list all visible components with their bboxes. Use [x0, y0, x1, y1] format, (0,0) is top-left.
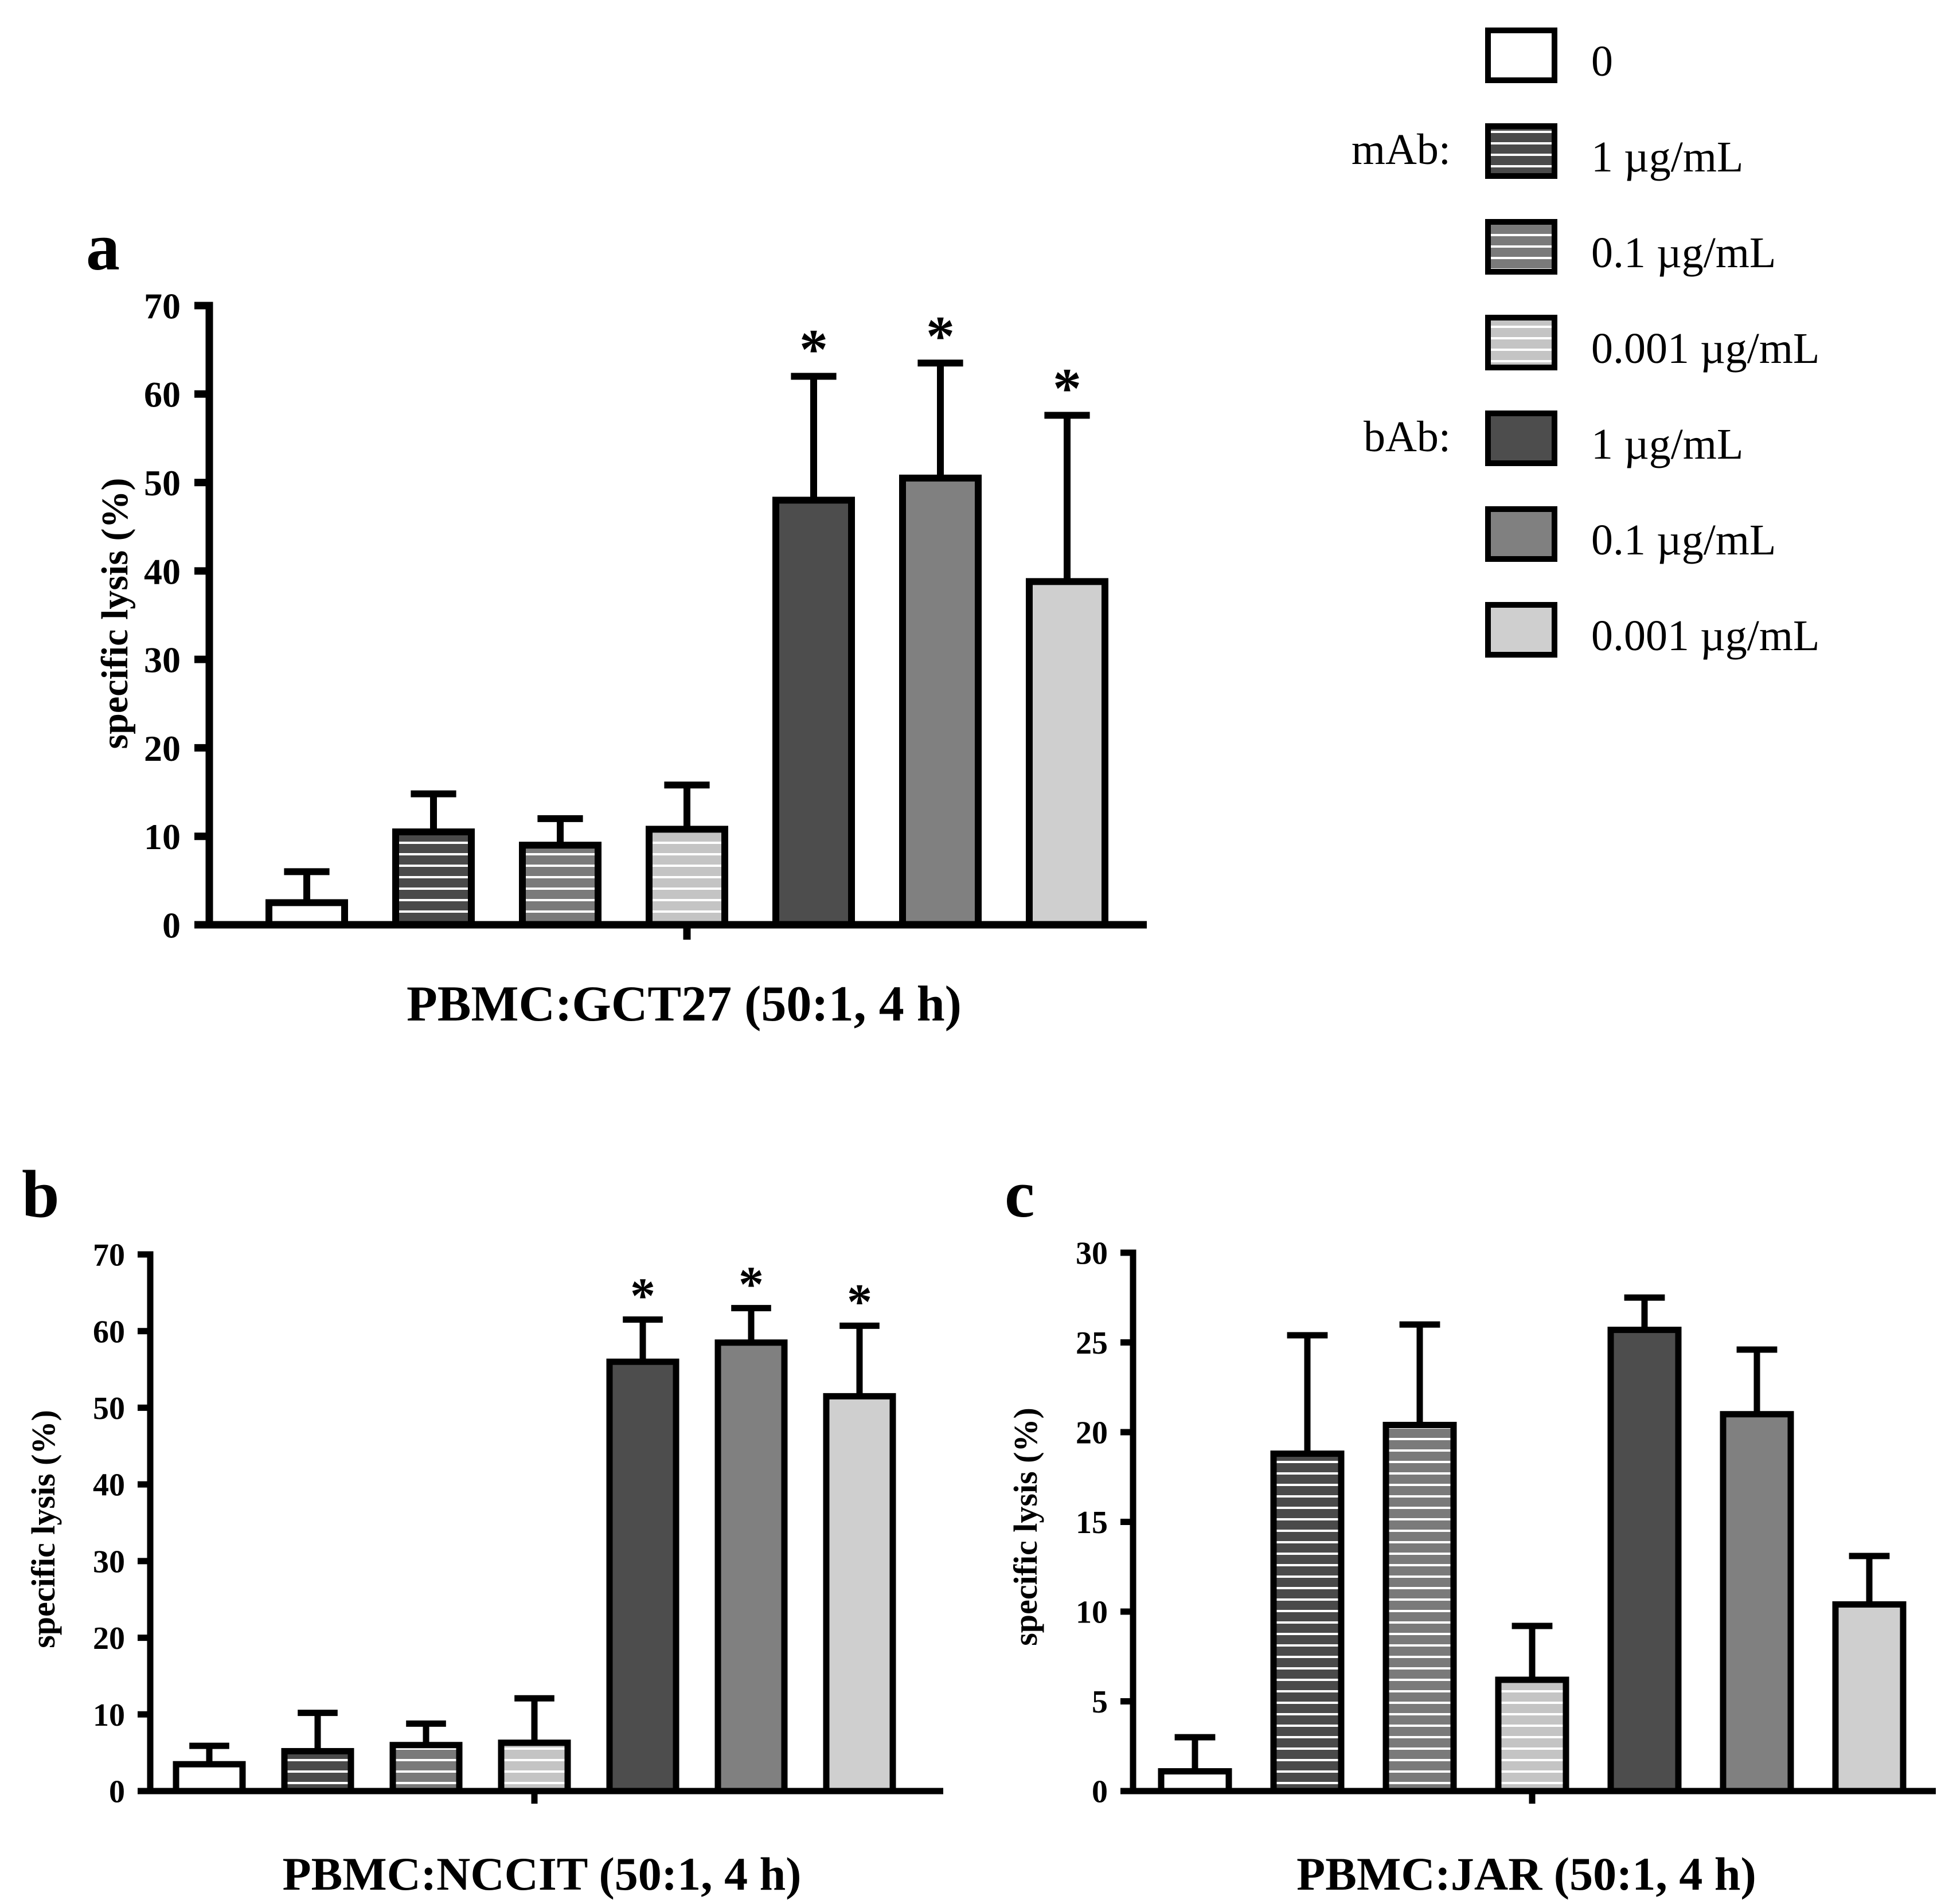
panel-b-y-tick-label-5: 50	[93, 1391, 125, 1426]
panel-b-y-tick-label-1: 10	[93, 1698, 125, 1733]
legend-label-1: 1 µg/mL	[1591, 133, 1743, 181]
panel-letter-c: c	[1005, 1156, 1034, 1231]
panel-a-chart: a 0 10 20 30 40 50 60 70 * * * PBMC:GCT27 (50:1, 4…	[86, 209, 1147, 1032]
panel-a-bar-2	[519, 842, 602, 928]
panel-c-y-tick-label-6: 30	[1076, 1236, 1108, 1272]
panel-a-xlabel: PBMC:GCT27 (50:1, 4 h)	[407, 976, 962, 1032]
panel-b-bar-1	[281, 1747, 354, 1794]
legend-label-6: 0.001 µg/mL	[1591, 612, 1819, 660]
panel-a-significance-5: *	[926, 304, 955, 367]
panel-b-bar-2	[389, 1742, 463, 1794]
panel-c-bar-5	[1720, 1411, 1794, 1794]
legend-swatch-3	[1485, 315, 1557, 370]
panel-b-y-tick-label-3: 30	[93, 1544, 125, 1580]
panel-a-y-tick-label-4: 40	[144, 551, 181, 592]
panel-a-plot: 0 10 20 30 40 50 60 70 * * *	[144, 286, 1147, 945]
panel-b-y-tick-label-0: 0	[109, 1774, 125, 1810]
panel-c-bar-1	[1270, 1451, 1345, 1794]
legend-swatch-1	[1485, 123, 1557, 179]
panel-letter-b: b	[22, 1156, 60, 1231]
panel-b-chart: b 0 10 20 30 40 50 60 70 * * * PBMC:NCCIT (50:1, 4…	[22, 1156, 943, 1900]
panel-b-significance-4: *	[630, 1268, 655, 1324]
legend-swatch-4	[1485, 410, 1557, 466]
panel-b-plot: 0 10 20 30 40 50 60 70 * * *	[93, 1238, 943, 1810]
panel-c-y-tick-label-2: 10	[1076, 1595, 1108, 1631]
panel-b-significance-6: *	[847, 1274, 872, 1330]
legend-label-4: 1 µg/mL	[1591, 420, 1743, 468]
panel-b-bar-6	[823, 1393, 896, 1794]
legend-group-label-mab: mAb:	[1352, 126, 1451, 174]
panel-a-bar-5	[899, 474, 982, 928]
panel-letter-a: a	[86, 209, 120, 284]
panel-a-y-tick-label-6: 60	[144, 374, 181, 415]
panel-c-y-tick-label-5: 25	[1076, 1326, 1108, 1361]
panel-b-xlabel: PBMC:NCCIT (50:1, 4 h)	[282, 1848, 801, 1900]
panel-a-y-tick-label-5: 50	[144, 463, 181, 503]
legend-label-3: 0.001 µg/mL	[1591, 324, 1819, 373]
panel-c-xlabel: PBMC:JAR (50:1, 4 h)	[1296, 1848, 1756, 1900]
panel-c-y-tick-label-1: 5	[1092, 1684, 1108, 1720]
legend-swatch-2	[1485, 219, 1557, 275]
panel-c-chart: c 0 5 10 15 20 25 30 PBMC:JAR (50:1, 4 h) spec…	[1005, 1156, 1936, 1900]
legend-swatch-6	[1485, 602, 1557, 658]
panel-b-y-tick-label-6: 60	[93, 1314, 125, 1350]
panel-a-y-tick-label-7: 70	[144, 286, 181, 326]
panel-c-bar-6	[1832, 1601, 1907, 1794]
panel-a-ylabel: specific lysis (%)	[94, 478, 136, 749]
panel-c-y-tick-label-0: 0	[1092, 1774, 1108, 1810]
panel-c-y-tick-label-4: 20	[1076, 1416, 1108, 1451]
panel-b-ylabel: specific lysis (%)	[25, 1410, 62, 1648]
panel-b-y-tick-label-2: 20	[93, 1621, 125, 1656]
panel-b-significance-5: *	[739, 1257, 764, 1312]
legend-swatch-0	[1485, 28, 1557, 83]
legend-swatch-5	[1485, 506, 1557, 562]
panel-b-bar-0	[173, 1761, 246, 1794]
panel-a-y-tick-label-1: 10	[144, 816, 181, 857]
panel-c-y-tick-label-3: 15	[1076, 1505, 1108, 1541]
panel-c-bar-3	[1495, 1676, 1569, 1794]
panel-a-significance-6: *	[1053, 356, 1081, 420]
panel-b-bar-3	[498, 1739, 571, 1794]
legend-label-5: 0.1 µg/mL	[1591, 516, 1776, 564]
panel-a-bar-3	[646, 826, 728, 929]
legend-label-0: 0	[1591, 37, 1613, 85]
panel-b-y-tick-label-4: 40	[93, 1468, 125, 1503]
panel-a-y-tick-label-2: 20	[144, 728, 181, 769]
panel-c-ylabel: specific lysis (%)	[1007, 1408, 1044, 1646]
panel-b-bar-4	[606, 1358, 679, 1794]
panel-c-bar-4	[1607, 1327, 1682, 1794]
panel-a-bar-6	[1026, 578, 1108, 928]
panel-b-y-tick-label-7: 70	[93, 1238, 125, 1273]
panel-b-bar-5	[714, 1339, 788, 1794]
legend: mAb: bAb: 0 1 µg/mL 0.1 µg/mL 0.001 µg/mL 1 …	[1352, 28, 1819, 660]
legend-group-label-bab: bAb:	[1364, 413, 1451, 461]
panel-a-bar-1	[392, 828, 475, 928]
panel-c-bar-2	[1382, 1421, 1457, 1794]
panel-a-y-tick-label-0: 0	[162, 905, 181, 945]
legend-label-2: 0.1 µg/mL	[1591, 229, 1776, 277]
panel-a-significance-4: *	[799, 317, 828, 381]
panel-a-bar-4	[772, 496, 855, 928]
panel-a-y-tick-label-3: 30	[144, 640, 181, 681]
panel-c-plot: 0 5 10 15 20 25 30	[1076, 1236, 1936, 1810]
